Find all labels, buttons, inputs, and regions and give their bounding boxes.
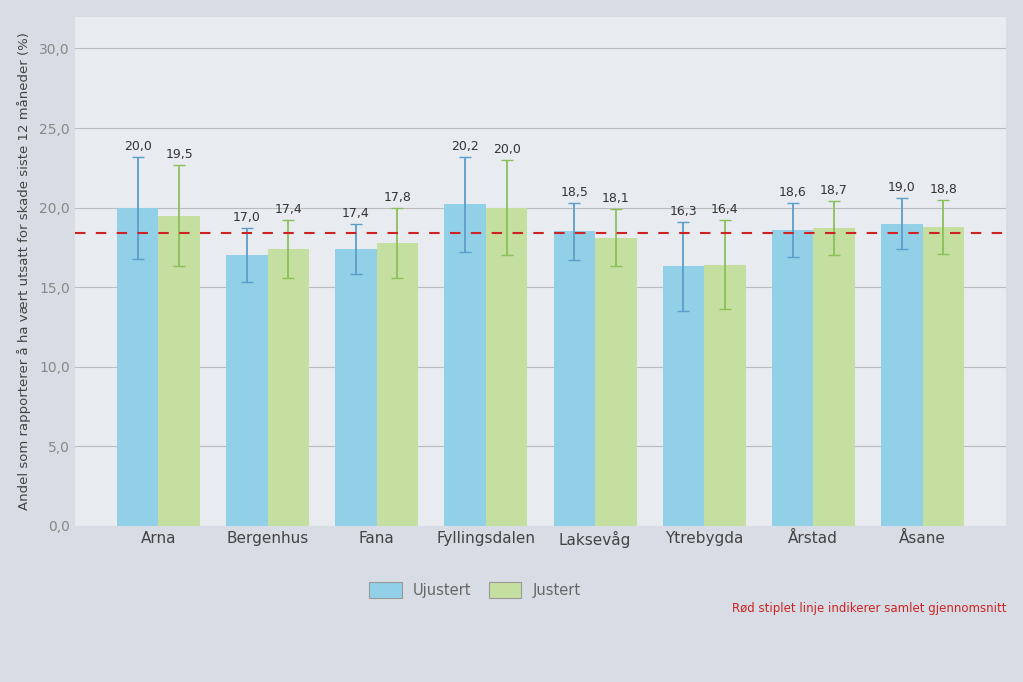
Bar: [376, 243, 418, 526]
Legend: Ujustert, Justert: Ujustert, Justert: [362, 575, 588, 605]
Text: 19,5: 19,5: [166, 148, 193, 161]
Bar: [595, 238, 636, 526]
Bar: [553, 231, 595, 526]
Text: 20,2: 20,2: [451, 140, 479, 153]
Text: 19,0: 19,0: [888, 181, 916, 194]
Bar: [159, 216, 199, 526]
Text: 18,8: 18,8: [929, 183, 958, 196]
Bar: [268, 249, 309, 526]
Bar: [336, 249, 376, 526]
Bar: [226, 255, 268, 526]
Bar: [923, 226, 964, 526]
Bar: [881, 224, 923, 526]
Text: 20,0: 20,0: [493, 143, 521, 156]
Bar: [486, 207, 528, 526]
Text: 18,1: 18,1: [602, 192, 629, 205]
Text: Rød stiplet linje indikerer samlet gjennomsnitt: Rød stiplet linje indikerer samlet gjenn…: [731, 602, 1007, 615]
Text: 17,4: 17,4: [274, 203, 302, 216]
Text: 17,0: 17,0: [233, 211, 261, 224]
Bar: [663, 267, 704, 526]
Text: 16,3: 16,3: [670, 205, 698, 218]
Text: 17,8: 17,8: [384, 191, 411, 204]
Bar: [117, 207, 159, 526]
Text: 16,4: 16,4: [711, 203, 739, 216]
Bar: [772, 230, 813, 526]
Text: 18,5: 18,5: [561, 186, 588, 199]
Text: 18,6: 18,6: [779, 186, 806, 199]
Bar: [813, 228, 855, 526]
Text: 20,0: 20,0: [124, 140, 151, 153]
Bar: [704, 265, 746, 526]
Text: 18,7: 18,7: [820, 184, 848, 197]
Text: 17,4: 17,4: [342, 207, 370, 220]
Y-axis label: Andel som rapporterer å ha vært utsatt for skade siste 12 måneder (%): Andel som rapporterer å ha vært utsatt f…: [16, 32, 31, 510]
Bar: [444, 205, 486, 526]
